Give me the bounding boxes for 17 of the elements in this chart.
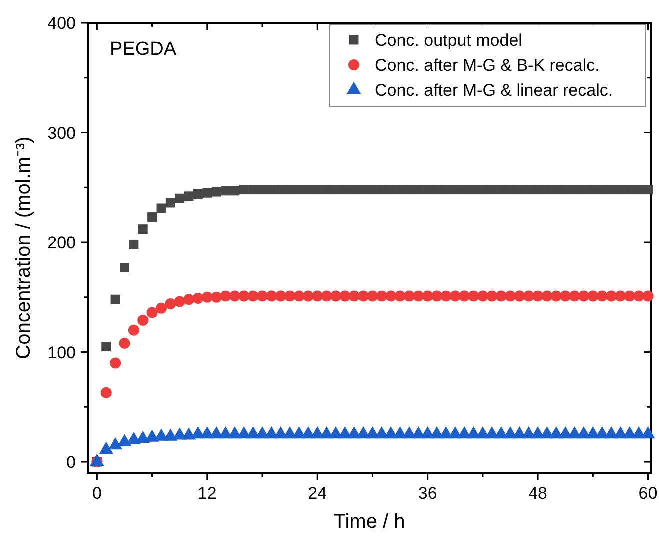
legend-label: Conc. after M-G & B-K recalc. (375, 56, 600, 75)
annotation: PEGDA (110, 39, 177, 60)
y-tick-label: 100 (48, 343, 76, 362)
y-tick-label: 400 (48, 14, 76, 33)
y-tick-label: 300 (48, 124, 76, 143)
y-axis-title: Concentration / (mol.m⁻³) (13, 136, 35, 360)
x-tick-label: 12 (198, 484, 217, 503)
y-tick-label: 200 (48, 234, 76, 253)
legend-label: Conc. output model (375, 31, 522, 50)
x-tick-label: 60 (638, 484, 658, 503)
x-tick-label: 0 (92, 484, 102, 503)
x-axis-title: Time / h (334, 511, 406, 533)
x-tick-label: 48 (528, 484, 548, 503)
x-tick-label: 36 (418, 484, 438, 503)
legend-label: Conc. after M-G & linear recalc. (375, 81, 614, 100)
x-tick-label: 24 (308, 484, 328, 503)
y-tick-label: 0 (66, 453, 76, 472)
